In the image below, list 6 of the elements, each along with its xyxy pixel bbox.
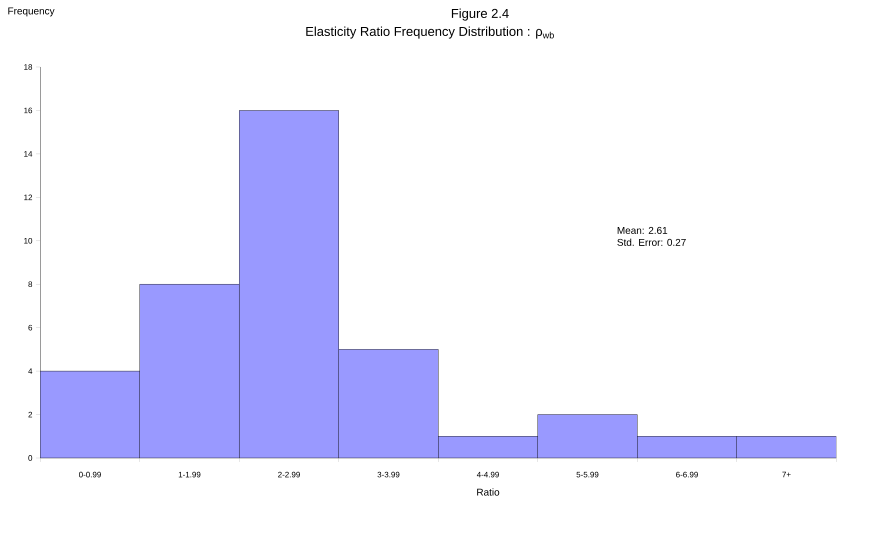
x-axis-title: Ratio: [477, 488, 500, 496]
chart-title: Figure 2.4: [452, 8, 509, 21]
chart-subtitle: Elasticity Ratio Frequency Distribution : ρ$_{wb}$: [306, 26, 554, 39]
annotation: Std. Error: 0.27: [617, 238, 686, 246]
y-axis-title: Frequency: [8, 8, 55, 16]
annotation: Mean: 2.61: [618, 226, 668, 234]
